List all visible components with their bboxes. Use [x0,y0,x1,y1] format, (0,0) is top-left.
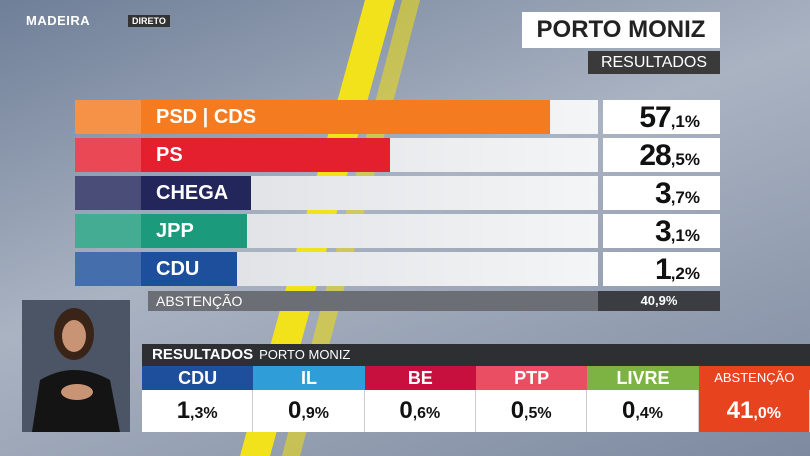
ticker-value: 0,6% [364,390,476,432]
brand: MADEIRA [26,13,91,28]
ticker-value: 1,3% [142,390,254,432]
abstention-value: 40,9% [598,291,720,311]
party-logo [75,100,141,134]
ticker-value: 0,5% [476,390,588,432]
ticker-value: 0,4% [587,390,699,432]
bar [75,214,248,248]
ticker-party: CDU [142,366,254,390]
party-value: 28,5% [603,138,720,172]
bar [75,176,251,210]
bar [75,100,550,134]
party-logo [75,176,141,210]
subtitle: RESULTADOS [588,51,720,74]
party-value: 3,1% [603,214,720,248]
ticker-party: LIVRE [587,366,699,390]
ticker-value: 0,9% [253,390,365,432]
party-name: PS [156,144,183,166]
interpreter [22,300,130,432]
party-logo [75,252,141,286]
abstention-label: ABSTENÇÃO [148,291,598,311]
party-name: JPP [156,220,194,242]
party-logo [75,138,141,172]
ticker-subtitle: PORTO MONIZ [259,347,351,362]
ticker-party: PTP [476,366,588,390]
ticker-title: RESULTADOS [152,346,254,363]
ticker-party: IL [253,366,365,390]
party-value: 3,7% [603,176,720,210]
party-value: 1,2% [603,252,720,286]
brand-tag: DIRETO [128,15,170,27]
party-name: CDU [156,258,200,280]
party-value: 57,1% [603,100,720,134]
ticker-value: 41,0% [698,390,810,432]
title: PORTO MONIZ [522,12,720,48]
ticker-party: BE [364,366,476,390]
ticker-header: RESULTADOS PORTO MONIZ [142,344,810,366]
party-name: CHEGA [156,182,229,204]
bar [75,138,390,172]
bar [75,252,237,286]
party-logo [75,214,141,248]
party-name: PSD | CDS [156,106,257,128]
ticker-party: ABSTENÇÃO [698,366,810,390]
